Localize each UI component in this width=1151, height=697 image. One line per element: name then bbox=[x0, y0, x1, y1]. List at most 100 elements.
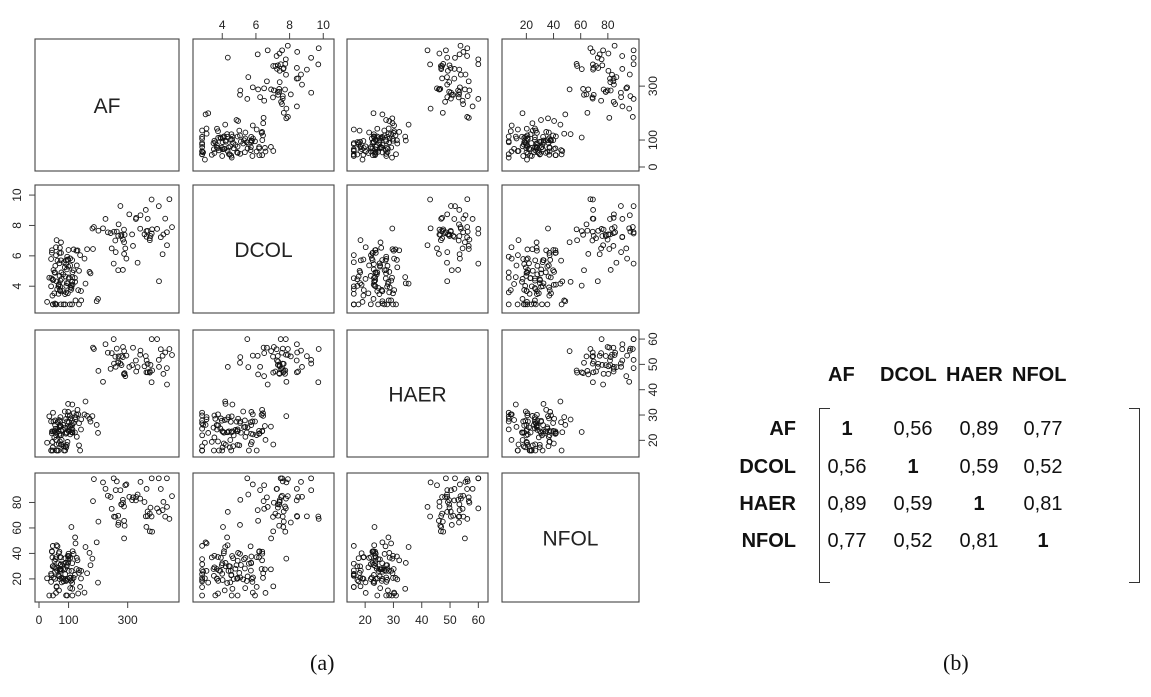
scatter-points bbox=[350, 196, 482, 308]
point bbox=[129, 497, 135, 503]
scatter-points bbox=[505, 196, 637, 308]
point bbox=[532, 447, 539, 454]
point bbox=[523, 125, 530, 132]
point bbox=[599, 62, 606, 69]
point bbox=[552, 152, 559, 158]
point bbox=[532, 420, 539, 427]
point bbox=[244, 96, 251, 102]
point bbox=[226, 151, 232, 157]
point bbox=[219, 153, 226, 159]
y-tick-label: 40 bbox=[646, 383, 660, 397]
corr-cell: 0,89 bbox=[827, 493, 867, 515]
point bbox=[169, 493, 175, 499]
point bbox=[115, 522, 122, 528]
point bbox=[427, 196, 433, 203]
point bbox=[272, 510, 279, 517]
point bbox=[612, 349, 618, 356]
matrix-right-bracket bbox=[1129, 408, 1140, 583]
point bbox=[64, 552, 71, 559]
point bbox=[146, 235, 153, 242]
point bbox=[69, 429, 76, 436]
point bbox=[261, 373, 267, 379]
point bbox=[199, 543, 205, 549]
point bbox=[102, 341, 109, 348]
point bbox=[270, 148, 277, 154]
point bbox=[434, 245, 440, 252]
col-header-haer: HAER bbox=[946, 364, 1003, 386]
point bbox=[91, 476, 97, 482]
point bbox=[202, 422, 209, 428]
point bbox=[618, 89, 624, 96]
point bbox=[202, 156, 208, 163]
y-tick-label: 20 bbox=[646, 433, 660, 447]
point bbox=[515, 252, 521, 258]
point bbox=[48, 572, 55, 579]
col-header-nfol: NFOL bbox=[1012, 364, 1067, 386]
point bbox=[160, 499, 167, 505]
corr-cell: 0,59 bbox=[893, 493, 933, 515]
point bbox=[275, 358, 281, 365]
point bbox=[456, 89, 463, 95]
point bbox=[464, 228, 471, 235]
point bbox=[60, 565, 66, 572]
point bbox=[370, 110, 377, 117]
point bbox=[436, 50, 443, 57]
point bbox=[439, 494, 445, 500]
point bbox=[370, 281, 377, 288]
point bbox=[350, 141, 357, 148]
scatter-points bbox=[505, 336, 637, 454]
point bbox=[567, 131, 574, 137]
point bbox=[261, 97, 268, 104]
point bbox=[583, 353, 590, 360]
point bbox=[157, 346, 164, 353]
point bbox=[62, 291, 68, 297]
point bbox=[521, 287, 528, 293]
point bbox=[134, 364, 141, 370]
point bbox=[154, 336, 160, 342]
point bbox=[389, 154, 395, 161]
point bbox=[148, 336, 155, 342]
point bbox=[540, 280, 547, 287]
point bbox=[234, 575, 240, 582]
point bbox=[460, 229, 466, 236]
point bbox=[371, 542, 378, 549]
point bbox=[49, 444, 56, 451]
point bbox=[393, 301, 399, 308]
point bbox=[523, 149, 530, 156]
point bbox=[64, 290, 71, 297]
point bbox=[630, 203, 637, 209]
x-tick-label: 60 bbox=[574, 18, 588, 32]
point bbox=[148, 513, 155, 520]
point bbox=[436, 503, 443, 510]
point bbox=[362, 579, 369, 586]
point bbox=[65, 409, 72, 415]
point bbox=[375, 285, 382, 291]
panel-haer-dcol bbox=[192, 329, 335, 458]
point bbox=[424, 47, 431, 54]
point bbox=[214, 575, 220, 582]
point bbox=[544, 137, 551, 144]
point bbox=[142, 513, 149, 520]
point bbox=[581, 91, 587, 98]
point bbox=[261, 482, 267, 489]
point bbox=[612, 101, 618, 107]
point bbox=[444, 259, 450, 266]
point bbox=[121, 348, 127, 354]
point bbox=[350, 152, 357, 159]
point bbox=[514, 301, 521, 308]
point bbox=[371, 282, 378, 289]
point bbox=[283, 71, 289, 78]
point bbox=[107, 494, 114, 500]
point bbox=[386, 592, 393, 599]
point bbox=[391, 122, 397, 129]
point bbox=[58, 554, 64, 561]
point bbox=[373, 565, 380, 572]
point bbox=[123, 255, 130, 262]
point bbox=[539, 301, 545, 308]
point bbox=[230, 145, 237, 152]
point bbox=[46, 413, 53, 420]
point bbox=[219, 577, 226, 583]
point bbox=[595, 65, 602, 71]
point bbox=[202, 575, 208, 582]
point bbox=[439, 75, 445, 82]
